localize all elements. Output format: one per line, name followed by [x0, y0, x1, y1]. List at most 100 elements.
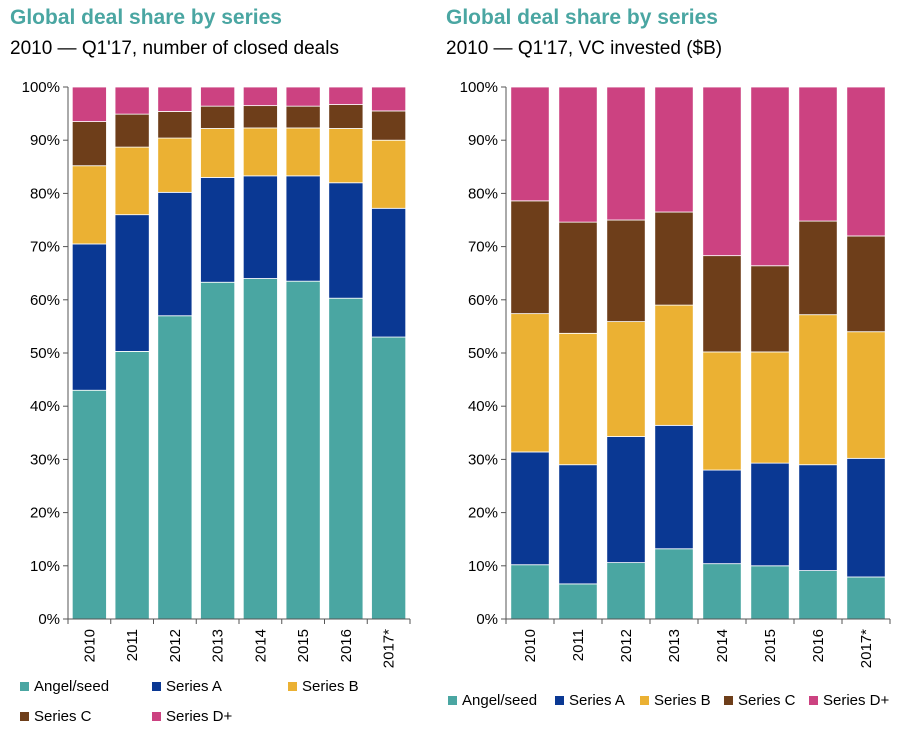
legend-label: Series A — [569, 692, 625, 709]
stacked-bar-chart-deals: 0% 10% 20% 30% 40% 50% 60% 70% 80% 90% 100% 2010 201… — [22, 79, 411, 668]
bar-segment-series-d — [242, 86, 278, 107]
y-tick-label: 60% — [30, 292, 60, 309]
bar-segment-series-b — [371, 139, 407, 209]
y-tick-label: 10% — [468, 558, 498, 575]
bar-segment-series-b — [328, 128, 364, 184]
y-tick-label: 30% — [30, 451, 60, 468]
legend-label: Angel/seed — [34, 678, 110, 695]
legend-swatch — [152, 712, 161, 721]
x-tick-label: 2010 — [81, 629, 98, 662]
bar-segment-angel-seed — [200, 281, 236, 620]
chart-panel-invested: Global deal share by series 2010 — Q1'17… — [440, 0, 900, 730]
bar-segment-angel-seed — [702, 563, 742, 620]
bar-segment-series-b — [798, 314, 838, 466]
x-tick-label: 2012 — [167, 629, 184, 662]
x-tick-label: 2016 — [338, 629, 355, 662]
legend-label: Series B — [302, 678, 359, 695]
bar-segment-series-c — [558, 221, 598, 334]
legend-label: Series C — [738, 692, 796, 709]
y-tick-label: 90% — [30, 132, 60, 149]
bar-segment-series-a — [157, 191, 193, 317]
bar-segment-series-d — [510, 86, 550, 202]
bar-segment-angel-seed — [242, 278, 278, 620]
legend-swatch — [724, 696, 733, 705]
chart-subtitle: 2010 — Q1'17, number of closed deals — [10, 38, 339, 59]
x-tick-label: 2011 — [570, 629, 587, 661]
bar-segment-series-d — [157, 86, 193, 112]
legend-item: Series A — [555, 692, 625, 709]
bar-segment-series-b — [242, 127, 278, 177]
legend-item: Series C — [724, 692, 796, 709]
bar-segment-series-b — [654, 304, 694, 426]
bar-segment-series-d — [285, 86, 321, 107]
legend-swatch — [555, 696, 564, 705]
legend-label: Series D+ — [166, 708, 233, 725]
y-tick-label: 80% — [30, 185, 60, 202]
bar-segment-series-b — [750, 351, 790, 464]
y-tick-label: 100% — [22, 79, 60, 96]
legend-item: Series D+ — [809, 692, 889, 709]
bar-segment-series-a — [846, 457, 886, 578]
chart-title: Global deal share by series — [10, 6, 282, 29]
bar-segment-series-a — [558, 464, 598, 585]
x-tick-label: 2014 — [252, 629, 269, 662]
y-tick-label: 20% — [468, 505, 498, 522]
legend-label: Series C — [34, 708, 92, 725]
bar-segment-series-d — [114, 86, 150, 115]
bar-segment-series-b — [71, 165, 107, 245]
bar-segment-angel-seed — [750, 565, 790, 620]
bar-segment-series-a — [654, 424, 694, 550]
bar-segment-series-d — [750, 86, 790, 267]
bar-segment-series-d — [371, 86, 407, 112]
bar-segment-series-d — [328, 86, 364, 105]
bar-segment-series-d — [200, 86, 236, 107]
legend-item: Angel/seed — [20, 678, 109, 695]
bar-segment-angel-seed — [71, 389, 107, 620]
legend-swatch — [20, 712, 29, 721]
bar-segment-series-a — [242, 175, 278, 279]
x-tick-label: 2013 — [210, 629, 227, 662]
legend-item: Series B — [640, 692, 711, 709]
legend-swatch — [640, 696, 649, 705]
x-tick-label: 2015 — [295, 629, 312, 662]
bar-segment-series-a — [606, 436, 646, 564]
legend-item: Series B — [288, 678, 359, 695]
bar-segment-angel-seed — [654, 548, 694, 620]
x-tick-label: 2012 — [618, 629, 635, 662]
x-tick-label: 2010 — [522, 629, 539, 662]
legend-item: Series A — [152, 678, 222, 695]
bar-segment-series-c — [285, 105, 321, 129]
legend-swatch — [288, 682, 297, 691]
bar-segment-series-d — [702, 86, 742, 257]
y-tick-label: 40% — [468, 398, 498, 415]
bar-segment-series-c — [371, 110, 407, 141]
bar-segment-series-b — [114, 146, 150, 216]
bar-segment-series-d — [798, 86, 838, 222]
y-tick-label: 90% — [468, 132, 498, 149]
legend-swatch — [152, 682, 161, 691]
y-tick-label: 0% — [38, 611, 60, 628]
bar-segment-angel-seed — [510, 564, 550, 620]
legend-label: Series A — [166, 678, 222, 695]
bar-segment-series-c — [157, 111, 193, 139]
bar-segment-series-a — [285, 175, 321, 282]
bar-segment-series-b — [558, 332, 598, 466]
legend-label: Series D+ — [823, 692, 890, 709]
bar-segment-angel-seed — [371, 336, 407, 620]
x-tick-label: 2015 — [762, 629, 779, 662]
legend-item: Series D+ — [152, 708, 232, 725]
x-tick-label: 2016 — [810, 629, 827, 662]
bar-segment-series-c — [242, 105, 278, 129]
bar-segment-series-b — [846, 331, 886, 459]
bar-segment-series-c — [702, 255, 742, 353]
y-tick-label: 50% — [468, 345, 498, 362]
bar-segment-angel-seed — [846, 576, 886, 620]
x-tick-label: 2013 — [666, 629, 683, 662]
y-tick-label: 30% — [468, 451, 498, 468]
bar-segment-series-a — [702, 469, 742, 565]
bar-segment-series-d — [654, 86, 694, 213]
bar-segment-series-c — [846, 235, 886, 333]
y-tick-label: 70% — [30, 239, 60, 256]
legend-item: Series C — [20, 708, 92, 725]
stacked-bar-chart-invested: 0% 10% 20% 30% 40% 50% 60% 70% 80% 90% 100% 2010 201… — [460, 79, 891, 668]
